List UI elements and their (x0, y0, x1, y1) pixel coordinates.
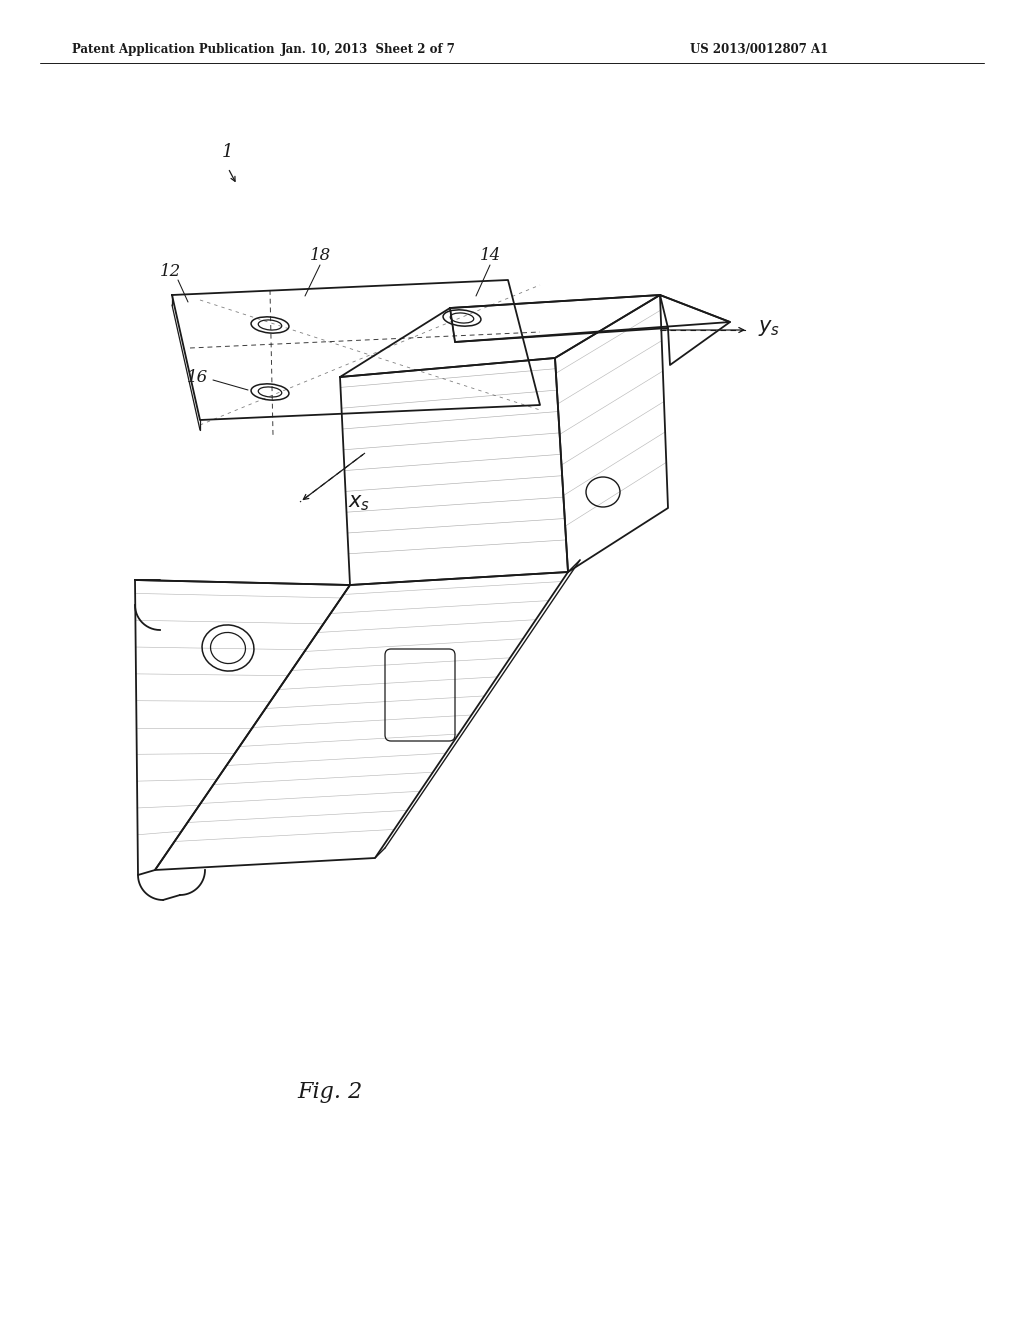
Text: 14: 14 (479, 247, 501, 264)
Text: Jan. 10, 2013  Sheet 2 of 7: Jan. 10, 2013 Sheet 2 of 7 (281, 44, 456, 57)
Text: US 2013/0012807 A1: US 2013/0012807 A1 (690, 44, 828, 57)
Text: $x_s$: $x_s$ (348, 492, 371, 512)
Text: 12: 12 (160, 264, 180, 281)
Text: Patent Application Publication: Patent Application Publication (72, 44, 274, 57)
Text: Fig. 2: Fig. 2 (297, 1081, 362, 1104)
Text: 18: 18 (309, 247, 331, 264)
Text: 1: 1 (222, 143, 233, 161)
Text: 16: 16 (186, 370, 208, 387)
Text: $y_s$: $y_s$ (758, 318, 780, 338)
